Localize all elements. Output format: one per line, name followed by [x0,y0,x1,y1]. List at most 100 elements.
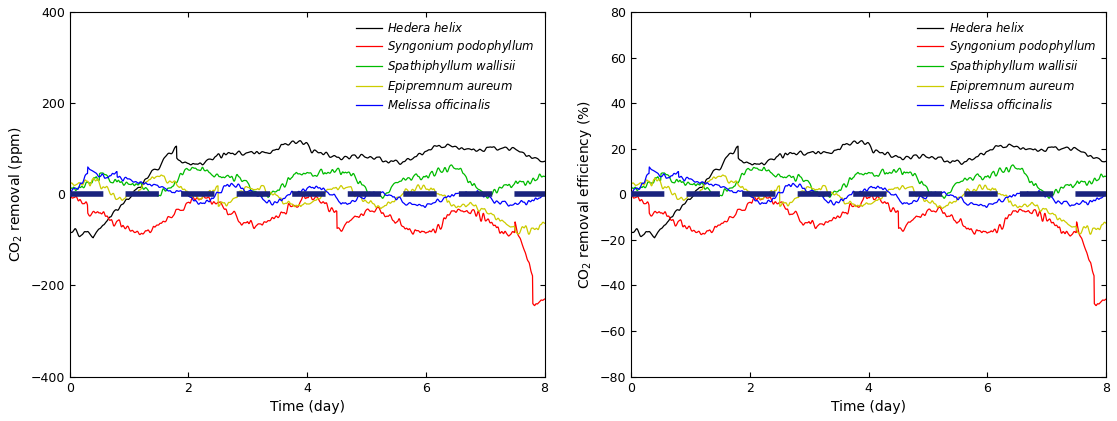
$\it{Spathiphyllum}$ $\it{wallisii}$ [895,170,908,175]
$\it{Hedera}$ $\it{helix}$ [334,157,347,162]
Line: $\it{Syngonium}$ $\it{podophyllum}$: $\it{Syngonium}$ $\it{podophyllum}$ [69,189,545,306]
$\it{Spathiphyllum}$ $\it{wallisii}$ [825,191,839,196]
$\it{Epipremnum}$ $\it{aureum}$ [895,184,908,189]
$\it{Syngonium}$ $\it{podophyllum}$ [825,216,839,221]
$\it{Melissa}$ $\it{officinalis}$ [120,175,133,180]
$\it{Hedera}$ $\it{helix}$ [681,197,695,202]
$\it{Epipremnum}$ $\it{aureum}$ [827,191,840,196]
$\it{Spathiphyllum}$ $\it{wallisii}$ [836,183,849,188]
$\it{Hedera}$ $\it{helix}$ [827,149,840,155]
$\it{Hedera}$ $\it{helix}$ [624,229,638,234]
$\it{Hedera}$ $\it{helix}$ [855,138,868,143]
$\it{Melissa}$ $\it{officinalis}$ [265,202,278,207]
$\it{Syngonium}$ $\it{podophyllum}$ [527,303,541,308]
$\it{Spathiphyllum}$ $\it{wallisii}$ [1099,174,1113,179]
Line: $\it{Spathiphyllum}$ $\it{wallisii}$: $\it{Spathiphyllum}$ $\it{wallisii}$ [631,165,1106,198]
$\it{Syngonium}$ $\it{podophyllum}$ [265,216,278,221]
Legend: $\it{Hedera}$ $\it{helix}$, $\it{Syngonium}$ $\it{podophyllum}$, $\it{Spathiphyl: $\it{Hedera}$ $\it{helix}$, $\it{Syngoni… [352,18,538,116]
$\it{Melissa}$ $\it{officinalis}$ [334,200,347,205]
$\it{Spathiphyllum}$ $\it{wallisii}$ [275,183,288,188]
$\it{Epipremnum}$ $\it{aureum}$ [154,173,168,178]
$\it{Epipremnum}$ $\it{aureum}$ [837,196,850,201]
$\it{Spathiphyllum}$ $\it{wallisii}$ [265,191,278,196]
$\it{Melissa}$ $\it{officinalis}$ [895,200,908,205]
$\it{Syngonium}$ $\it{podophyllum}$ [1089,303,1102,308]
$\it{Epipremnum}$ $\it{aureum}$ [624,181,638,186]
$\it{Epipremnum}$ $\it{aureum}$ [844,200,858,205]
Y-axis label: CO$_2$ removal efficiency (%): CO$_2$ removal efficiency (%) [576,100,594,289]
$\it{Melissa}$ $\it{officinalis}$ [63,194,76,199]
$\it{Epipremnum}$ $\it{aureum}$ [716,173,729,178]
Line: $\it{Hedera}$ $\it{helix}$: $\it{Hedera}$ $\it{helix}$ [631,141,1106,238]
Legend: $\it{Hedera}$ $\it{helix}$, $\it{Syngonium}$ $\it{podophyllum}$, $\it{Spathiphyl: $\it{Hedera}$ $\it{helix}$, $\it{Syngoni… [914,18,1100,116]
$\it{Hedera}$ $\it{helix}$ [284,141,297,146]
$\it{Melissa}$ $\it{officinalis}$ [642,165,656,170]
$\it{Melissa}$ $\it{officinalis}$ [101,175,114,180]
$\it{Syngonium}$ $\it{podophyllum}$ [538,296,552,301]
$\it{Melissa}$ $\it{officinalis}$ [624,194,638,199]
X-axis label: Time (day): Time (day) [831,400,906,414]
$\it{Syngonium}$ $\it{podophyllum}$ [895,227,908,232]
$\it{Hedera}$ $\it{helix}$ [265,149,278,155]
$\it{Spathiphyllum}$ $\it{wallisii}$ [120,180,133,185]
$\it{Epipremnum}$ $\it{aureum}$ [523,232,536,237]
$\it{Epipremnum}$ $\it{aureum}$ [680,195,694,200]
Line: $\it{Epipremnum}$ $\it{aureum}$: $\it{Epipremnum}$ $\it{aureum}$ [69,175,545,234]
$\it{Epipremnum}$ $\it{aureum}$ [661,184,675,189]
Y-axis label: CO$_2$ removal (ppm): CO$_2$ removal (ppm) [7,126,25,262]
$\it{Melissa}$ $\it{officinalis}$ [419,205,432,210]
$\it{Hedera}$ $\it{helix}$ [275,142,288,147]
$\it{Hedera}$ $\it{helix}$ [844,141,858,146]
$\it{Melissa}$ $\it{officinalis}$ [82,165,95,170]
$\it{Spathiphyllum}$ $\it{wallisii}$ [937,196,951,201]
$\it{Spathiphyllum}$ $\it{wallisii}$ [445,163,458,168]
$\it{Syngonium}$ $\it{podophyllum}$ [120,226,133,231]
$\it{Epipremnum}$ $\it{aureum}$ [1083,232,1097,237]
$\it{Spathiphyllum}$ $\it{wallisii}$ [376,196,390,201]
$\it{Epipremnum}$ $\it{aureum}$ [275,196,288,201]
$\it{Melissa}$ $\it{officinalis}$ [844,192,858,197]
$\it{Epipremnum}$ $\it{aureum}$ [1099,221,1113,226]
Line: $\it{Spathiphyllum}$ $\it{wallisii}$: $\it{Spathiphyllum}$ $\it{wallisii}$ [69,165,545,198]
$\it{Melissa}$ $\it{officinalis}$ [827,202,840,207]
$\it{Spathiphyllum}$ $\it{wallisii}$ [99,173,113,178]
$\it{Hedera}$ $\it{helix}$ [896,157,909,162]
$\it{Syngonium}$ $\it{podophyllum}$ [99,213,113,218]
$\it{Syngonium}$ $\it{podophyllum}$ [63,187,76,192]
$\it{Hedera}$ $\it{helix}$ [101,218,114,224]
$\it{Epipremnum}$ $\it{aureum}$ [265,191,278,196]
$\it{Syngonium}$ $\it{podophyllum}$ [1099,296,1113,301]
Line: $\it{Melissa}$ $\it{officinalis}$: $\it{Melissa}$ $\it{officinalis}$ [631,167,1106,208]
$\it{Melissa}$ $\it{officinalis}$ [837,198,850,203]
$\it{Melissa}$ $\it{officinalis}$ [980,205,993,210]
$\it{Syngonium}$ $\it{podophyllum}$ [624,187,638,192]
$\it{Hedera}$ $\it{helix}$ [86,235,99,240]
$\it{Epipremnum}$ $\it{aureum}$ [334,184,347,189]
$\it{Hedera}$ $\it{helix}$ [837,142,850,147]
$\it{Epipremnum}$ $\it{aureum}$ [63,181,76,186]
$\it{Syngonium}$ $\it{podophyllum}$ [275,210,288,215]
$\it{Epipremnum}$ $\it{aureum}$ [538,221,552,226]
$\it{Hedera}$ $\it{helix}$ [661,218,675,224]
$\it{Spathiphyllum}$ $\it{wallisii}$ [63,187,76,192]
$\it{Melissa}$ $\it{officinalis}$ [681,175,695,180]
Line: $\it{Melissa}$ $\it{officinalis}$: $\it{Melissa}$ $\it{officinalis}$ [69,167,545,208]
Line: $\it{Epipremnum}$ $\it{aureum}$: $\it{Epipremnum}$ $\it{aureum}$ [631,175,1106,234]
Line: $\it{Hedera}$ $\it{helix}$: $\it{Hedera}$ $\it{helix}$ [69,141,545,238]
$\it{Epipremnum}$ $\it{aureum}$ [120,195,133,200]
$\it{Melissa}$ $\it{officinalis}$ [284,192,297,197]
$\it{Syngonium}$ $\it{podophyllum}$ [333,227,346,232]
$\it{Hedera}$ $\it{helix}$ [1099,159,1113,164]
$\it{Spathiphyllum}$ $\it{wallisii}$ [624,187,638,192]
$\it{Melissa}$ $\it{officinalis}$ [661,175,675,180]
$\it{Syngonium}$ $\it{podophyllum}$ [836,210,849,215]
$\it{Melissa}$ $\it{officinalis}$ [1099,192,1113,197]
$\it{Epipremnum}$ $\it{aureum}$ [99,184,113,189]
$\it{Hedera}$ $\it{helix}$ [120,197,133,202]
$\it{Spathiphyllum}$ $\it{wallisii}$ [538,174,552,179]
$\it{Hedera}$ $\it{helix}$ [538,159,552,164]
$\it{Spathiphyllum}$ $\it{wallisii}$ [661,173,675,178]
$\it{Spathiphyllum}$ $\it{wallisii}$ [1006,163,1020,168]
$\it{Spathiphyllum}$ $\it{wallisii}$ [844,177,858,182]
$\it{Spathiphyllum}$ $\it{wallisii}$ [680,180,694,185]
